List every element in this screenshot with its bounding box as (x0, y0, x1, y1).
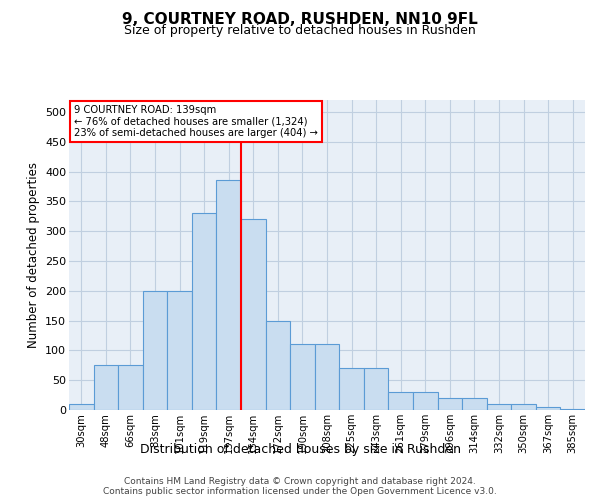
Bar (118, 366, 143, 410)
Bar (241, 219, 266, 410)
Bar (94, 366, 118, 410)
Bar (143, 291, 167, 410)
Bar (69, 404, 94, 410)
Bar (339, 368, 364, 410)
Bar (560, 409, 585, 410)
Bar (388, 392, 413, 410)
Bar (536, 407, 560, 410)
Text: 9, COURTNEY ROAD, RUSHDEN, NN10 9FL: 9, COURTNEY ROAD, RUSHDEN, NN10 9FL (122, 12, 478, 28)
Bar (413, 392, 437, 410)
Y-axis label: Number of detached properties: Number of detached properties (26, 162, 40, 348)
Bar (192, 214, 217, 410)
Text: Size of property relative to detached houses in Rushden: Size of property relative to detached ho… (124, 24, 476, 37)
Bar (315, 344, 339, 410)
Text: Contains HM Land Registry data © Crown copyright and database right 2024.: Contains HM Land Registry data © Crown c… (124, 478, 476, 486)
Text: 9 COURTNEY ROAD: 139sqm
← 76% of detached houses are smaller (1,324)
23% of semi: 9 COURTNEY ROAD: 139sqm ← 76% of detache… (74, 104, 318, 138)
Bar (487, 404, 511, 410)
Bar (462, 398, 487, 410)
Bar (511, 404, 536, 410)
Bar (266, 320, 290, 410)
Bar (364, 368, 388, 410)
Text: Contains public sector information licensed under the Open Government Licence v3: Contains public sector information licen… (103, 488, 497, 496)
Bar (167, 291, 192, 410)
Text: Distribution of detached houses by size in Rushden: Distribution of detached houses by size … (139, 442, 461, 456)
Bar (290, 344, 315, 410)
Bar (217, 180, 241, 410)
Bar (437, 398, 462, 410)
